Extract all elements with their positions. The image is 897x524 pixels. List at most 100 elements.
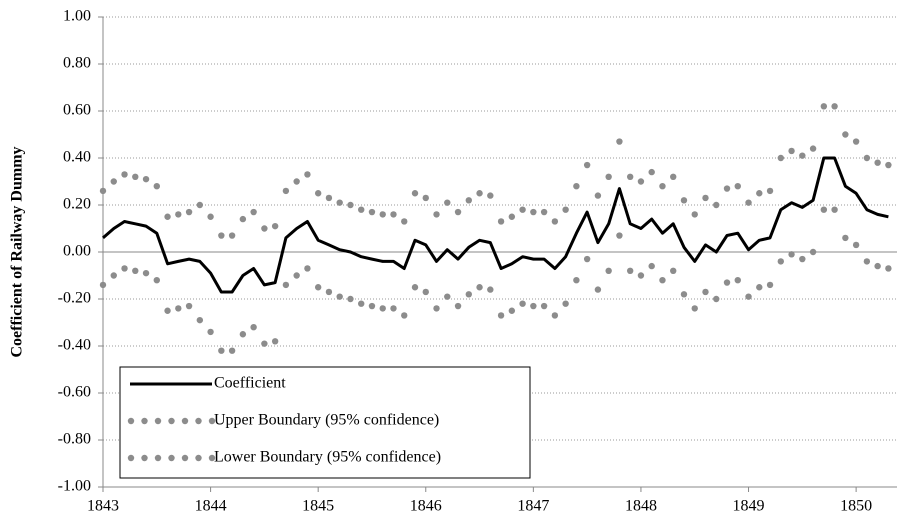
boundary-dot: [637, 272, 645, 279]
x-tick-label: 1844: [195, 498, 227, 515]
y-tick-label: -0.40: [58, 337, 91, 354]
boundary-dot: [885, 265, 892, 272]
x-tick-label: 1847: [517, 498, 549, 515]
boundary-dot: [745, 199, 752, 206]
boundary-dot: [670, 173, 677, 180]
boundary-dot: [852, 138, 860, 145]
boundary-dot: [239, 331, 247, 338]
boundary-dot: [497, 218, 505, 225]
boundary-dot: [766, 187, 774, 195]
boundary-dot: [831, 103, 838, 110]
boundary-dot: [842, 131, 849, 138]
boundary-dot: [121, 265, 128, 272]
boundary-dot: [142, 175, 150, 183]
boundary-dot: [852, 241, 860, 249]
boundary-dot: [185, 302, 193, 310]
boundary-dot: [132, 267, 139, 274]
boundary-dot: [799, 255, 806, 263]
legend-swatch: [208, 454, 216, 462]
boundary-dot: [788, 251, 795, 258]
boundary-dot: [304, 265, 311, 272]
legend-swatch: [154, 454, 162, 462]
boundary-dot: [820, 206, 828, 213]
x-tick-label: 1846: [410, 498, 442, 515]
boundary-dot: [444, 199, 451, 206]
x-tick-label: 1849: [733, 498, 765, 515]
boundary-dot: [261, 225, 268, 232]
boundary-dot: [874, 159, 881, 166]
boundary-dot: [465, 291, 472, 298]
boundary-dot: [261, 340, 268, 347]
boundary-dot: [368, 208, 376, 216]
x-tick-label: 1843: [87, 498, 119, 515]
boundary-dot: [680, 197, 688, 204]
legend-swatch: [168, 417, 175, 425]
boundary-dot: [863, 258, 871, 265]
boundary-dot: [788, 147, 795, 155]
boundary-dot: [691, 305, 698, 312]
boundary-dot: [454, 302, 462, 310]
boundary-dot: [508, 307, 516, 314]
boundary-dot: [702, 194, 709, 202]
y-tick-label: 0.60: [63, 102, 91, 119]
boundary-dot: [659, 183, 666, 190]
boundary-dot: [465, 197, 472, 204]
boundary-dot: [809, 248, 817, 256]
boundary-dot: [218, 232, 225, 239]
boundary-dot: [228, 347, 236, 354]
boundary-dot: [185, 208, 193, 216]
boundary-dot: [885, 161, 892, 169]
boundary-dot: [282, 187, 290, 195]
boundary-dot: [476, 190, 483, 197]
boundary-dot: [756, 284, 763, 291]
boundary-dot: [110, 178, 117, 185]
legend-swatch: [127, 417, 135, 425]
boundary-dot: [358, 206, 365, 213]
boundary-dot: [239, 215, 247, 223]
y-tick-label: -0.80: [58, 431, 91, 448]
boundary-dot: [411, 190, 419, 197]
legend-swatch: [168, 454, 175, 462]
boundary-dot: [756, 190, 763, 197]
boundary-dot: [401, 312, 408, 319]
boundary-dot: [573, 277, 580, 284]
boundary-dot: [401, 218, 408, 225]
boundary-dot: [863, 154, 871, 162]
y-tick-label: 0.40: [63, 149, 91, 166]
y-tick-label: 1.00: [63, 8, 91, 25]
boundary-dot: [444, 293, 451, 300]
boundary-dot: [196, 316, 204, 324]
boundary-dot: [874, 262, 881, 270]
coefficient-line: [102, 156, 889, 294]
boundary-dot: [540, 208, 548, 216]
boundary-dot: [99, 187, 107, 195]
boundary-dot: [508, 213, 516, 220]
boundary-dot: [304, 171, 311, 178]
boundary-dot: [551, 218, 559, 225]
boundary-dot: [390, 211, 397, 218]
legend-label: Coefficient: [214, 375, 286, 392]
boundary-dot: [659, 277, 666, 284]
boundary-dot: [831, 206, 838, 213]
boundary-dot: [132, 173, 139, 180]
boundary-dot: [336, 199, 343, 206]
boundary-dot: [153, 183, 160, 190]
legend-swatch: [154, 417, 162, 425]
boundary-dot: [207, 328, 214, 336]
y-tick-label: -0.60: [58, 384, 91, 401]
boundary-dot: [519, 300, 526, 307]
boundary-dot: [842, 234, 849, 242]
boundary-dot: [573, 183, 580, 190]
legend-swatch: [195, 417, 202, 425]
boundary-dot: [390, 305, 397, 312]
boundary-dot: [562, 206, 569, 213]
legend-swatch: [195, 454, 202, 462]
boundary-dot: [605, 173, 612, 180]
boundary-dot: [809, 145, 817, 152]
boundary-dot: [487, 192, 494, 199]
boundary-dot: [379, 211, 386, 218]
boundary-dot: [121, 171, 128, 178]
boundary-dot: [616, 138, 623, 145]
